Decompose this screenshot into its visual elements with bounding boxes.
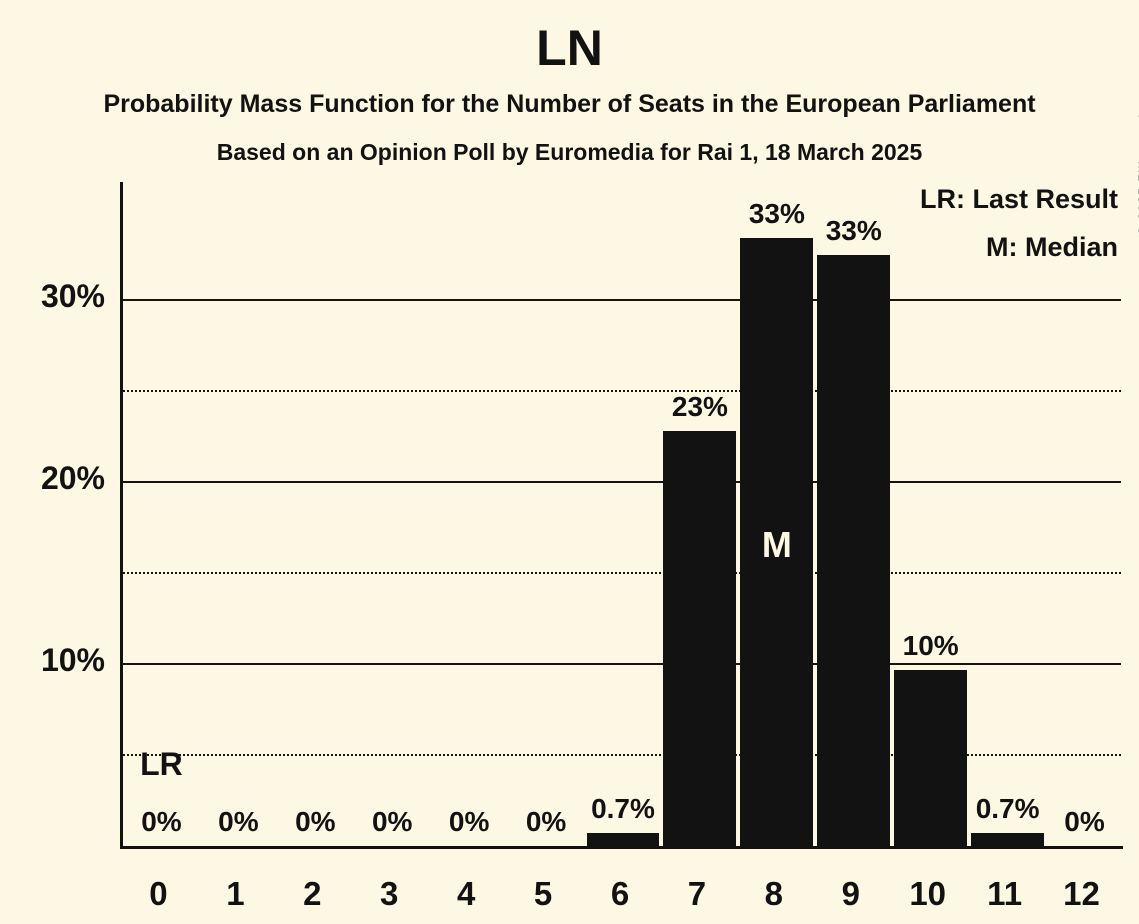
legend-median: M: Median	[986, 232, 1118, 262]
bar-value-label-seats-11: 0.7%	[975, 793, 1040, 825]
x-tick-label-3: 3	[380, 875, 399, 912]
x-tick-label-5: 5	[533, 875, 553, 912]
x-tick-label-10: 10	[909, 875, 947, 912]
legend-last-result: LR: Last Result	[919, 184, 1118, 214]
x-tick-label-4: 4	[456, 875, 476, 912]
bar-value-label-seats-5: 0%	[525, 806, 567, 837]
bar-value-label-seats-6: 0.7%	[591, 793, 655, 825]
y-tick-label-10pct: 10%	[40, 642, 105, 679]
x-tick-label-7: 7	[687, 875, 707, 912]
x-axis: 0 1 2 3 4 5 6 7 8 9 10 11 12	[120, 876, 1120, 916]
chart-title: LN	[536, 20, 603, 76]
bar-value-label-seats-7: 23%	[671, 391, 728, 423]
y-tick-label-30pct: 30%	[40, 278, 105, 315]
y-tick-label-20pct: 20%	[40, 460, 105, 497]
x-tick-label-11: 11	[987, 875, 1023, 912]
bar-seats-6	[586, 833, 660, 846]
gridline-30pct	[123, 299, 1121, 302]
bar-value-label-seats-0: 0%	[141, 806, 182, 837]
chart-subtitle: Probability Mass Function for the Number…	[103, 90, 1036, 118]
gridline-10pct	[123, 663, 1121, 666]
gridline-5pct	[123, 754, 1121, 757]
bar-seats-7	[663, 431, 737, 846]
bar-seats-9	[817, 254, 891, 846]
gridline-15pct	[123, 572, 1121, 575]
x-tick-label-8: 8	[764, 875, 784, 912]
x-tick-label-9: 9	[841, 875, 860, 912]
bar-value-label-seats-10: 10%	[902, 629, 959, 661]
last-result-marker: LR	[140, 746, 183, 782]
chart-legend: LR: Last Result M: Median	[920, 175, 1118, 271]
x-tick-label-1: 1	[226, 875, 245, 912]
plot-area: 0% 0% 0% 0% 0% 0% 0.7% 23% 33% 33% 10% 0.7% 0% LR M	[120, 182, 1123, 849]
x-tick-label-2: 2	[303, 875, 322, 912]
bar-value-label-seats-8: 33%	[748, 198, 805, 230]
bar-value-label-seats-12: 0%	[1064, 806, 1105, 837]
bar-value-label-seats-4: 0%	[448, 806, 490, 837]
chart-source-line: Based on an Opinion Poll by Euromedia fo…	[216, 139, 923, 165]
x-tick-label-0: 0	[149, 875, 168, 912]
bar-seats-10	[894, 669, 968, 846]
gridline-20pct	[123, 481, 1121, 484]
gridline-25pct	[123, 390, 1121, 393]
bar-value-label-seats-3: 0%	[371, 806, 413, 837]
bar-value-label-seats-2: 0%	[295, 806, 336, 837]
bar-value-label-seats-1: 0%	[218, 806, 259, 837]
bar-seats-11	[971, 833, 1045, 846]
median-marker: M	[761, 524, 792, 565]
x-tick-label-12: 12	[1063, 875, 1100, 912]
bar-value-label-seats-9: 33%	[825, 214, 882, 246]
bar-seats-8	[740, 238, 814, 846]
x-tick-label-6: 6	[610, 875, 630, 912]
